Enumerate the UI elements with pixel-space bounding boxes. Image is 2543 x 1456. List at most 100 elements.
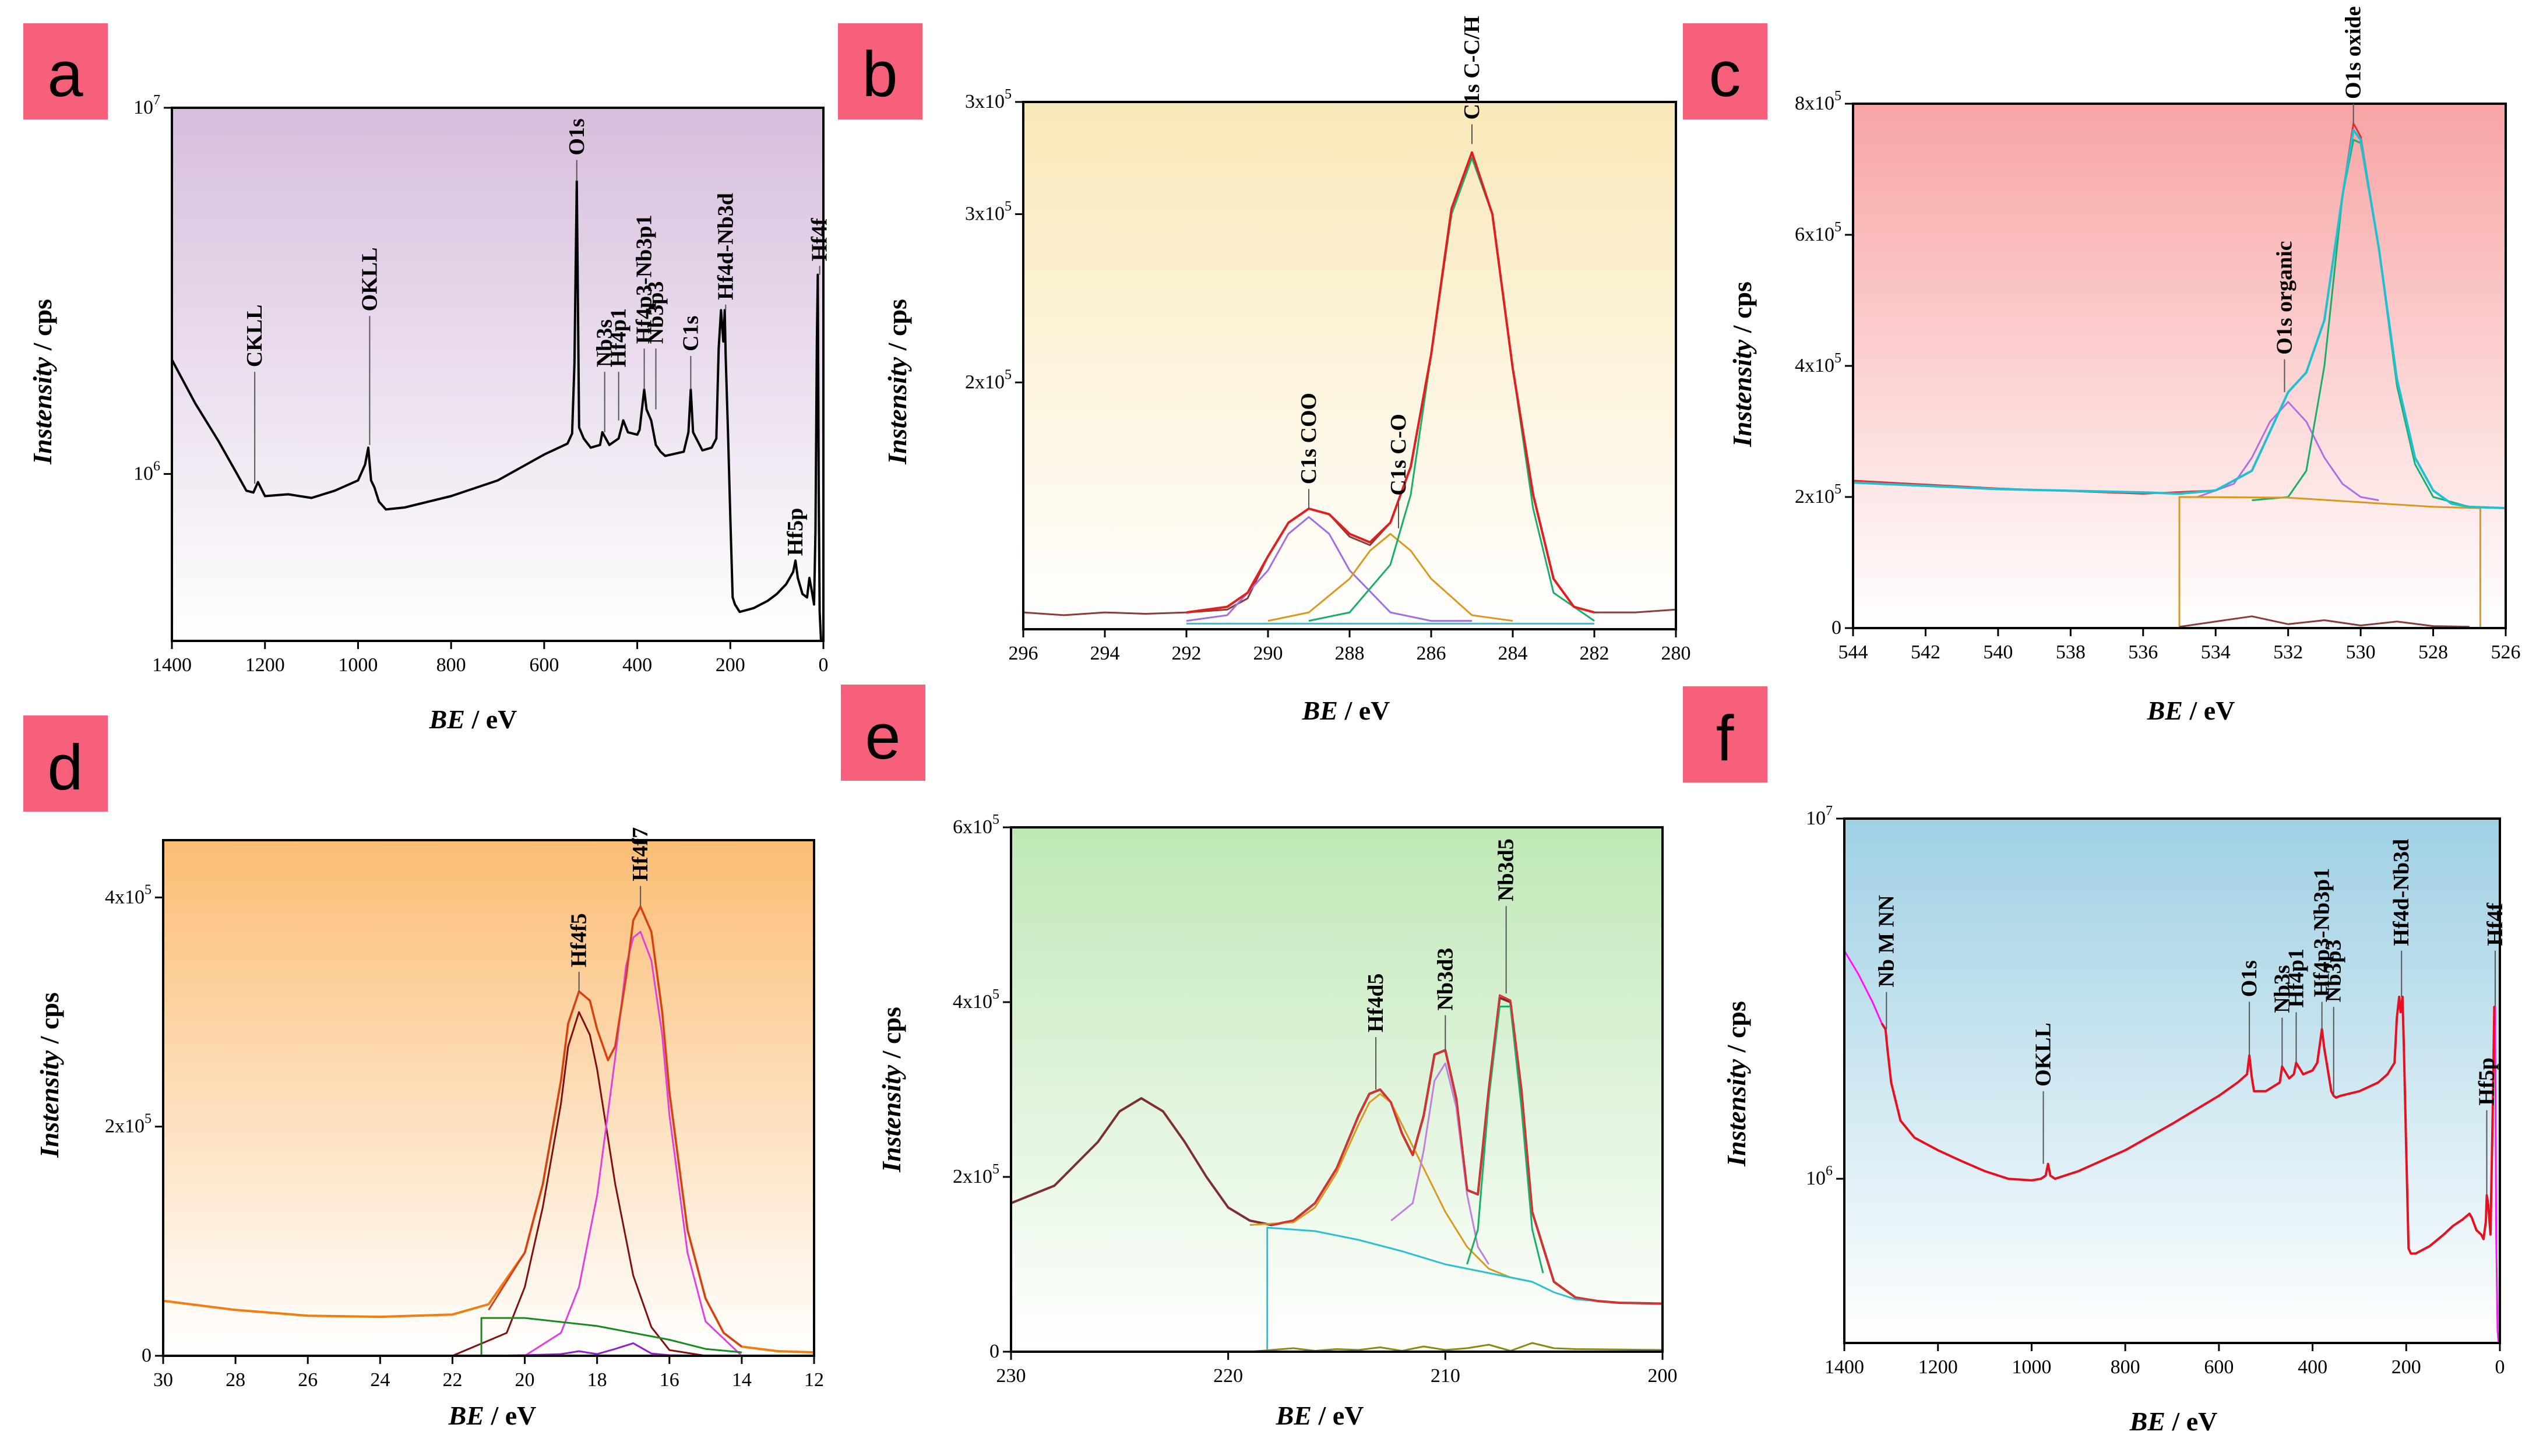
series-oxide: [2252, 139, 2470, 508]
peak-label: Nb3d3: [1433, 948, 1457, 1011]
x-tick-label: 526: [2491, 641, 2521, 663]
peak-label: Hf4p1: [2284, 949, 2308, 1007]
x-tick-label: 18: [587, 1369, 607, 1391]
plot-background: [1011, 827, 1663, 1352]
x-tick-label: 294: [1090, 643, 1120, 664]
y-tick-label: 106: [133, 459, 160, 484]
x-tick-label: 1400: [1825, 1356, 1864, 1378]
x-tick-label: 1400: [152, 654, 192, 676]
x-axis-label-var: BE: [1276, 1401, 1312, 1430]
peak-label: O1s: [565, 118, 589, 155]
x-tick-label: 200: [716, 654, 745, 676]
y-tick-label: 4x105: [105, 882, 152, 908]
series-group: [1853, 122, 2506, 628]
x-axis-label-unit: / eV: [2165, 1406, 2217, 1436]
x-tick-label: 12: [804, 1369, 824, 1391]
peak-label: CKLL: [242, 305, 267, 368]
series-envelope: [488, 905, 742, 1348]
x-tick-label: 210: [1431, 1365, 1460, 1387]
x-tick-label: 536: [2128, 641, 2158, 663]
plot-area: 296 294 292 290 288 286 284 282 280 2x105 3x105 3x1…: [965, 16, 1691, 664]
x-tick-label: 288: [1335, 643, 1365, 664]
series-group: [1011, 994, 1663, 1352]
panel-c: c 544 542 540 538 536 534 532 530 528 526 0 2x105 4x…: [1683, 6, 2521, 725]
y-tick-label: 6x105: [1795, 220, 1841, 245]
peak-label: Hf4d-Nb3d: [2389, 839, 2414, 946]
x-axis-label-unit: / eV: [1338, 696, 1390, 725]
x-tick-label: 600: [529, 654, 559, 676]
x-tick-label: 16: [660, 1369, 679, 1391]
x-tick-label: 530: [2346, 641, 2376, 663]
y-tick-label: 0: [989, 1341, 999, 1362]
x-tick-label: 542: [1911, 641, 1940, 663]
x-tick-label: 290: [1253, 643, 1283, 664]
panel-label: a: [47, 38, 83, 110]
y-axis-label-unit: / cps: [882, 299, 912, 357]
x-axis-label: BE / eV: [429, 704, 517, 734]
x-tick-label: 1200: [1918, 1356, 1958, 1378]
peak-label: Hf4f: [2483, 902, 2507, 946]
x-tick-label: 24: [370, 1369, 390, 1391]
y-axis-label-var: Instensity: [876, 1064, 906, 1173]
panel-f: f 1400 1200 1000 800 600 400 200 0 106 107 Nb M NN…: [1683, 686, 2507, 1436]
series-nb3d5: [1466, 1006, 1544, 1274]
y-tick-label: 107: [133, 93, 160, 118]
x-tick-label: 532: [2273, 641, 2303, 663]
y-axis-label-unit: / cps: [34, 992, 64, 1050]
y-axis-label-var: Instensity: [1727, 339, 1757, 447]
x-tick-label: 200: [2391, 1356, 2421, 1378]
y-axis-label: Instensity / cps: [1727, 281, 1757, 447]
peak-label: C1s C-C/H: [1460, 16, 1484, 119]
panel-d: d 30 28 26 24 22 20 18 16 14 12 0 2x105 4x105 Hf4f5 Hf…: [23, 715, 824, 1430]
panel-label-badge: [23, 23, 108, 119]
peak-label: Hf5p: [2475, 1057, 2499, 1105]
plot-area: 30 28 26 24 22 20 18 16 14 12 0 2x105 4x105 Hf4f5 Hf4f…: [105, 827, 824, 1391]
y-axis-label: Instensity / cps: [882, 299, 912, 465]
peak-label: Hf4f7: [628, 827, 653, 882]
y-tick-label: 3x105: [965, 199, 1012, 225]
peak-label: O1s oxide: [2341, 6, 2366, 99]
x-axis-label-var: BE: [448, 1401, 484, 1430]
peak-label: O1s organic: [2272, 241, 2297, 354]
peak-label: OKLL: [357, 248, 382, 312]
x-axis-label: BE / eV: [448, 1401, 537, 1430]
series-data: [1880, 995, 2496, 1255]
x-tick-label: 1000: [2012, 1356, 2051, 1378]
series-group: [1023, 151, 1676, 625]
x-axis-label: BE / eV: [1302, 696, 1390, 725]
x-axis-label-var: BE: [2147, 696, 2183, 725]
y-tick-label: 107: [1806, 803, 1833, 829]
y-axis-label-unit: / cps: [876, 1007, 906, 1065]
y-axis-label-unit: / cps: [27, 299, 57, 357]
series-group: [172, 180, 823, 641]
panel-e: e 230 220 210 200 0 2x105 4x105 6x105 Hf4d5 Nb3d3…: [841, 685, 1678, 1430]
x-axis-label-var: BE: [2129, 1406, 2165, 1436]
x-tick-label: 220: [1213, 1365, 1243, 1387]
x-tick-label: 284: [1498, 643, 1528, 664]
x-axis-label-unit: / eV: [484, 1401, 536, 1430]
peak-label: Hf4d5: [1364, 974, 1388, 1032]
y-axis-label-var: Instensity: [1721, 1059, 1751, 1167]
y-tick-label: 4x105: [1795, 351, 1841, 376]
plot-area: 1400 1200 1000 800 600 400 200 0 106 107 Nb M NN OK…: [1806, 803, 2507, 1378]
x-axis-label-var: BE: [1302, 696, 1338, 725]
x-axis-label: BE / eV: [2147, 696, 2235, 725]
y-tick-label: 2x105: [105, 1112, 152, 1137]
x-tick-label: 200: [1648, 1365, 1678, 1387]
x-tick-label: 0: [2495, 1356, 2505, 1378]
plot-background: [163, 840, 814, 1356]
y-tick-label: 8x105: [1795, 89, 1841, 114]
x-tick-label: 1200: [245, 654, 285, 676]
y-axis-label-unit: / cps: [1727, 281, 1757, 340]
panel-label: e: [865, 701, 900, 773]
panel-label: c: [1709, 38, 1741, 110]
panel-label: d: [47, 732, 83, 803]
x-tick-label: 400: [2298, 1356, 2327, 1378]
series-envelope: [1186, 151, 1595, 614]
panel-label-badge: [841, 685, 925, 781]
x-tick-label: 282: [1580, 643, 1609, 664]
x-axis-label-var: BE: [429, 704, 465, 734]
y-tick-label: 0: [1831, 617, 1841, 639]
series-c-o: [1267, 533, 1513, 622]
x-tick-label: 800: [436, 654, 466, 676]
